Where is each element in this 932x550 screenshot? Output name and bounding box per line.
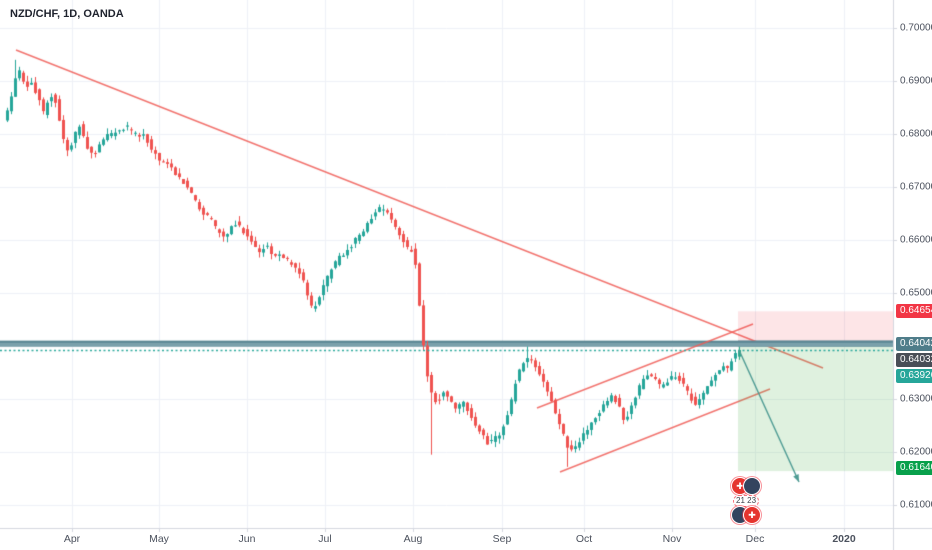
idea-markers[interactable]: ✚ 21 23 ✚ [731, 477, 761, 525]
x-axis-label: Apr [63, 533, 81, 545]
symbol-title[interactable]: NZD/CHF, 1D, OANDA [10, 8, 124, 20]
idea-marker-bottom[interactable]: ✚ [731, 506, 761, 525]
price-badge-entry-band: 0.64042 [896, 337, 932, 351]
x-axis-label: Oct [575, 533, 593, 545]
x-axis-label: May [149, 533, 169, 545]
price-badge-stop-level: 0.64654 [896, 304, 932, 318]
idea-count-label: 21 23 [733, 495, 760, 507]
x-axis-label: 2020 [832, 533, 856, 545]
x-axis-label: Sep [492, 533, 512, 545]
x-axis-label: Jul [318, 533, 332, 545]
idea-marker-top[interactable]: ✚ [731, 477, 761, 496]
price-badge-target-level: 0.61640 [896, 461, 932, 475]
x-axis-label: Dec [745, 533, 765, 545]
x-axis-label: Jun [238, 533, 256, 545]
price-badge-last-price: 0.63926 [896, 369, 932, 383]
nz-flag-icon [743, 477, 761, 495]
price-badge-level-line: 0.64032 [896, 353, 932, 367]
swiss-flag-icon: ✚ [743, 506, 761, 524]
x-axis-label: Nov [662, 533, 682, 545]
x-axis-label: Aug [403, 533, 423, 545]
